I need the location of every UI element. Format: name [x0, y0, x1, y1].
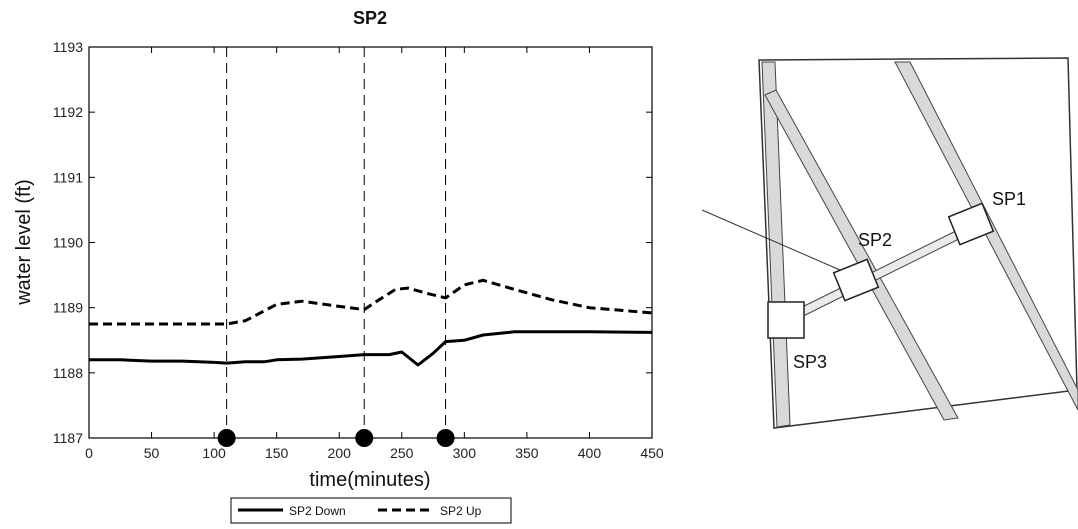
legend-label-sp2-down: SP2 Down [289, 504, 346, 518]
diagram-label-sp3: SP3 [793, 352, 827, 372]
water-level-chart: SP2 0 50 100 150 200 250 300 350 400 450 1187 1188… [13, 8, 664, 524]
legend: SP2 Down SP2 Up [230, 497, 512, 524]
y-tick-label: 1193 [53, 39, 83, 55]
x-tick-label: 450 [640, 445, 664, 461]
x-tick-label: 50 [144, 445, 160, 461]
legend-label-sp2-up: SP2 Up [440, 504, 482, 518]
y-tick-label: 1188 [53, 365, 83, 381]
vertical-markers [217, 47, 455, 447]
event-marker-dot [436, 429, 455, 447]
series-line-sp2-up [89, 278, 653, 326]
event-marker-dot [217, 429, 236, 447]
y-axis-ticks: 1187 1188 1189 1190 1191 1192 1193 [53, 39, 652, 446]
sensor-layout-diagram: SP1 SP2 SP3 [701, 57, 1078, 429]
diagram-label-sp2: SP2 [858, 230, 892, 250]
x-tick-label: 350 [515, 445, 539, 461]
x-tick-label: 250 [390, 445, 414, 461]
sensor-sp1-box [947, 202, 995, 246]
sensor-sp2-box [832, 258, 880, 302]
pointer-line [701, 209, 841, 271]
diagonal-stripe-lower [764, 89, 959, 421]
y-tick-label: 1190 [53, 235, 83, 251]
diagram-label-sp1: SP1 [992, 189, 1026, 209]
x-axis-title: time(minutes) [309, 469, 430, 491]
x-tick-label: 100 [202, 445, 226, 461]
plot-frame [88, 46, 653, 439]
x-tick-label: 400 [578, 445, 602, 461]
x-tick-label: 300 [453, 445, 477, 461]
diagonal-stripe-upper [894, 61, 1078, 411]
x-tick-label: 0 [85, 445, 93, 461]
event-marker-dot [355, 429, 374, 447]
y-tick-label: 1189 [53, 300, 83, 316]
y-tick-label: 1191 [53, 169, 83, 185]
series-line-sp2-down [89, 330, 653, 367]
x-tick-label: 150 [265, 445, 289, 461]
chart-title: SP2 [353, 8, 387, 28]
y-tick-label: 1192 [53, 104, 83, 120]
x-axis-ticks: 0 50 100 150 200 250 300 350 400 450 [85, 47, 664, 461]
y-tick-label: 1187 [53, 430, 83, 446]
x-tick-label: 200 [328, 445, 352, 461]
y-axis-title: water level (ft) [13, 179, 35, 306]
series-lines [89, 278, 653, 367]
sensor-sp3-box [767, 301, 805, 339]
